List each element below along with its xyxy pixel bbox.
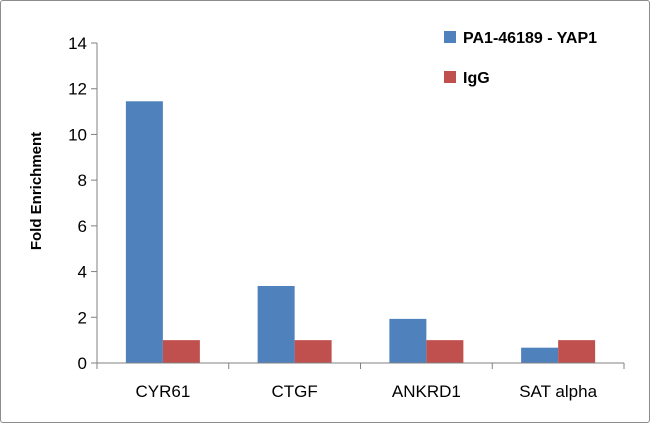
bars [125,101,596,364]
bar-yap1 [125,101,163,364]
y-axis-title: Fold Enrichment [28,132,45,250]
bar-yap1 [389,318,427,363]
y-tick-label: 4 [78,263,87,282]
legend-swatch [444,71,456,83]
y-tick-label: 0 [78,354,87,373]
y-tick-label: 12 [68,80,87,99]
x-tick-label: ANKRD1 [392,382,461,401]
bar-yap1 [521,347,559,363]
y-tick-label: 14 [68,34,87,53]
axes [96,43,624,364]
bar-igg [426,340,464,363]
bar-igg [558,340,596,363]
legend: PA1-46189 - YAP1 IgG [444,30,597,87]
x-tick-label: CTGF [271,382,317,401]
y-tick-label: 2 [78,308,87,327]
legend-swatch [444,31,456,43]
bar-igg [294,340,332,363]
y-tick-label: 6 [78,217,87,236]
y-tick-label: 10 [68,125,87,144]
x-tick-label: SAT alpha [519,382,597,401]
x-axis-ticks: CYR61 CTGF ANKRD1 SAT alpha [96,363,625,401]
x-tick-label: CYR61 [135,382,190,401]
legend-label: IgG [463,70,490,87]
legend-label: PA1-46189 - YAP1 [463,30,597,47]
y-tick-label: 8 [78,171,87,190]
bar-yap1 [257,285,295,363]
y-axis-ticks: 0 2 4 6 8 10 12 14 [68,34,97,373]
bar-igg [162,340,200,363]
